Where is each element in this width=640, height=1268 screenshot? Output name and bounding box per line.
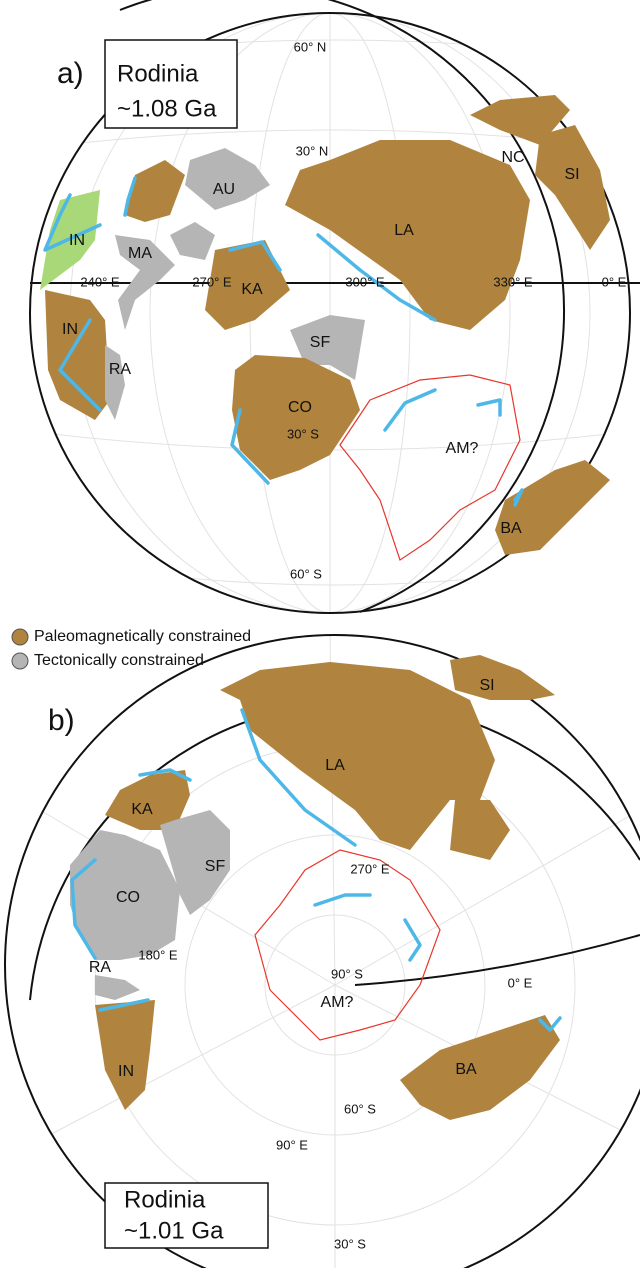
block-label: LA [325, 757, 345, 774]
block-label: CO [288, 399, 312, 416]
grid-label: 60° S [344, 1101, 376, 1116]
legend-swatch [12, 629, 28, 645]
title-line: Rodinia [117, 60, 199, 87]
legend-swatch [12, 653, 28, 669]
block-shape [495, 460, 610, 555]
grid-label: 270° E [192, 274, 232, 289]
equator [355, 935, 640, 985]
grid-label: 240° E [80, 274, 120, 289]
grid-label: 300° E [345, 274, 385, 289]
grid-label: 90° E [276, 1137, 308, 1152]
panel-a: a) Rodinia ~1.08 Ga 60° N 30° N 240° E 2… [20, 0, 640, 613]
block-label: KA [241, 281, 263, 298]
block-label: LA [394, 222, 414, 239]
grid-label: 30° N [296, 143, 329, 158]
block-label: IN [118, 1063, 134, 1080]
block-shape [232, 355, 360, 480]
block-shape [105, 345, 125, 420]
block-outline [255, 850, 440, 1040]
block-shape [125, 160, 185, 222]
block-label: SF [205, 858, 226, 875]
grid-label: 30° S [334, 1236, 366, 1251]
grid-label: 0° E [602, 274, 627, 289]
figure: a) Rodinia ~1.08 Ga 60° N 30° N 240° E 2… [0, 0, 640, 1268]
block-label: MA [128, 245, 152, 262]
block-label: RA [89, 959, 112, 976]
block-label: SI [479, 677, 494, 694]
block-shape [95, 1000, 155, 1110]
block-label: AU [213, 181, 235, 198]
grid-label: 180° E [138, 947, 178, 962]
block-label: BA [500, 520, 522, 537]
block-shape [450, 800, 510, 860]
block-label: AM? [446, 440, 479, 457]
title-line: ~1.08 Ga [117, 95, 217, 122]
block-label: AM? [321, 994, 354, 1011]
grid-label: 60° S [290, 566, 322, 581]
title-line: ~1.01 Ga [124, 1217, 224, 1244]
grid-label: 0° E [508, 975, 533, 990]
block-label: IN [69, 232, 85, 249]
block-label: IN [62, 321, 78, 338]
block-shape [185, 148, 270, 210]
grid-label: 60° N [294, 39, 327, 54]
panel-label: a) [57, 57, 84, 90]
grid-label: 330° E [493, 274, 533, 289]
block-shape [45, 290, 110, 420]
block-label: SF [310, 334, 331, 351]
grid-label: 30° S [287, 426, 319, 441]
legend-label: Paleomagnetically constrained [34, 628, 251, 645]
block-shape [95, 975, 140, 1000]
title-line: Rodinia [124, 1186, 206, 1213]
block-label: SI [564, 166, 579, 183]
legend-label: Tectonically constrained [34, 652, 204, 669]
panel-b: b) Rodinia ~1.01 Ga 270° E 180° E 90° S … [5, 630, 640, 1268]
grid-label: 270° E [350, 861, 390, 876]
panel-label: b) [48, 704, 75, 737]
block-shape [450, 655, 555, 700]
block-shape [535, 125, 610, 250]
block-shape [170, 222, 215, 260]
block-label: BA [455, 1061, 477, 1078]
grid-label: 90° S [331, 966, 363, 981]
block-label: CO [116, 889, 140, 906]
block-label: KA [131, 801, 153, 818]
block-label: RA [109, 361, 132, 378]
legend: Paleomagnetically constrained Tectonical… [12, 628, 251, 669]
block-label: NC [501, 149, 524, 166]
